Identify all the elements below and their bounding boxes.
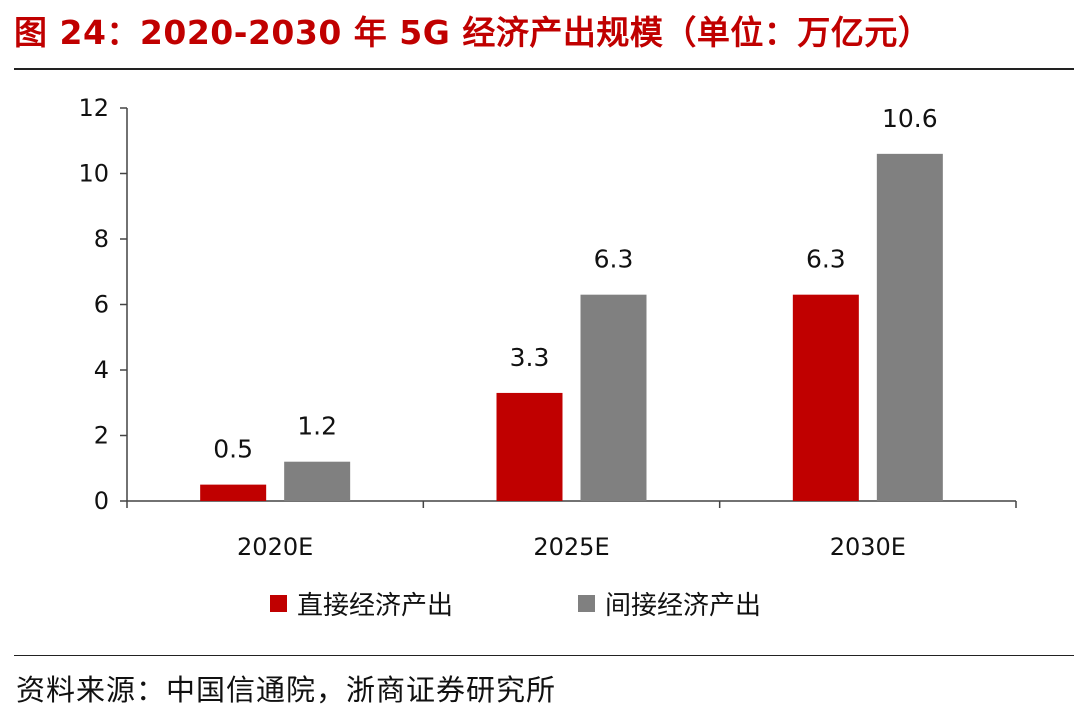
title-divider xyxy=(14,68,1074,70)
bar-direct xyxy=(496,392,563,501)
legend-swatch-indirect xyxy=(578,595,596,612)
chart-bars xyxy=(200,153,943,501)
bar-indirect xyxy=(284,461,351,501)
chart-title: 图 24：2020-2030 年 5G 经济产出规模（单位：万亿元） xyxy=(14,13,932,52)
data-label: 3.3 xyxy=(510,343,550,372)
x-tick-label: 2030E xyxy=(830,533,906,561)
y-tick-label: 8 xyxy=(94,225,109,253)
y-tick-label: 10 xyxy=(78,160,109,188)
y-tick-label: 2 xyxy=(94,422,109,450)
legend-label-direct: 直接经济产出 xyxy=(297,591,454,621)
source-divider xyxy=(14,655,1074,656)
chart-legend: 直接经济产出 间接经济产出 xyxy=(270,585,886,622)
data-label: 1.2 xyxy=(297,412,337,441)
bar-direct xyxy=(200,484,267,501)
data-label: 6.3 xyxy=(806,245,846,274)
source-note: 资料来源：中国信通院，浙商证券研究所 xyxy=(16,673,557,707)
x-tick-label: 2020E xyxy=(237,533,313,561)
chart-data-labels: 0.5 1.2 3.3 6.3 6.3 10.6 xyxy=(213,104,937,464)
data-label: 6.3 xyxy=(594,245,634,274)
legend-item-indirect: 间接经济产出 xyxy=(578,585,761,622)
legend-item-direct: 直接经济产出 xyxy=(270,585,453,622)
y-tick-label: 4 xyxy=(94,356,109,384)
y-tick-label: 0 xyxy=(94,487,109,515)
legend-label-indirect: 间接经济产出 xyxy=(605,591,762,621)
bar-indirect xyxy=(876,153,943,501)
data-label: 0.5 xyxy=(213,435,253,464)
y-tick-label: 6 xyxy=(94,291,109,319)
legend-swatch-direct xyxy=(270,595,287,612)
x-tick-label: 2025E xyxy=(533,533,609,561)
bar-direct xyxy=(792,294,859,501)
data-label: 10.6 xyxy=(882,104,938,133)
y-tick-label: 12 xyxy=(78,94,109,122)
chart-axes: 0 2 4 6 8 10 12 2020E 2025E 2030E xyxy=(78,94,1017,561)
bar-indirect xyxy=(580,294,647,501)
